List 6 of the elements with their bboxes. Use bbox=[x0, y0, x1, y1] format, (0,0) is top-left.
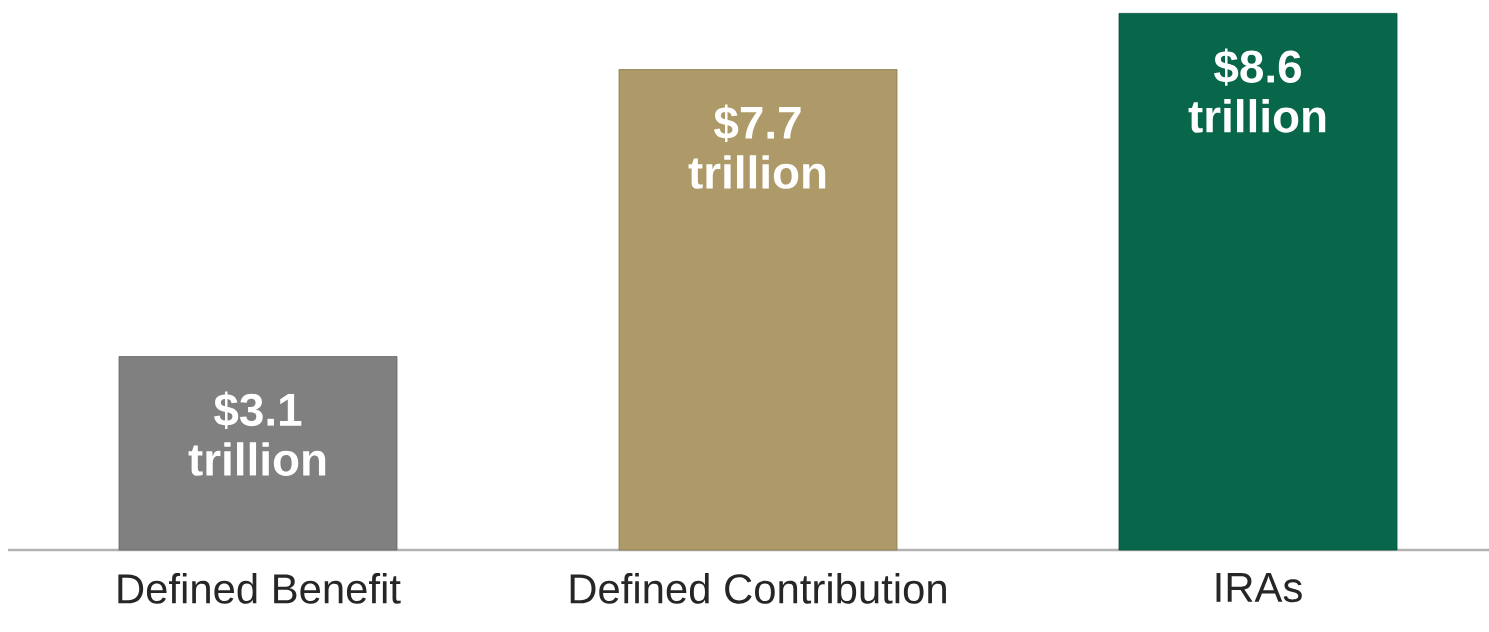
x-tick-label: Defined Contribution bbox=[570, 573, 946, 604]
data-label: $7.7 trillion bbox=[688, 104, 826, 189]
x-tick-label: IRAs bbox=[1216, 573, 1302, 603]
data-label: $3.1 trillion bbox=[188, 391, 326, 476]
x-tick-label: Defined Benefit bbox=[118, 573, 401, 604]
data-label: $8.6 trillion bbox=[1188, 48, 1326, 133]
